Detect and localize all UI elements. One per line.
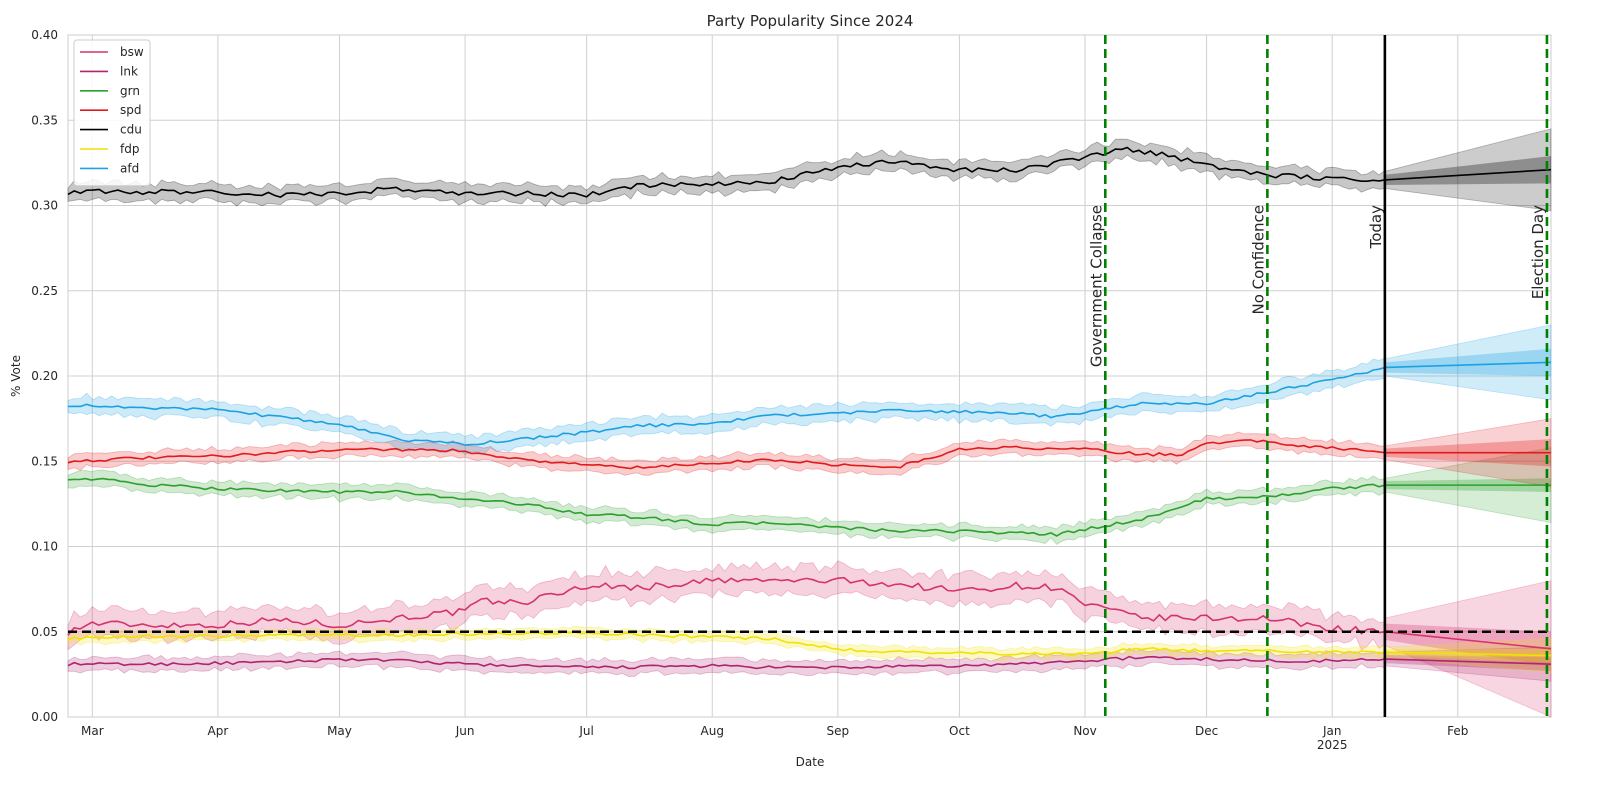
x-tick-label: Nov	[1073, 724, 1096, 738]
event-markers: Government Collapse No Confidence Today Ele…	[68, 35, 1551, 717]
x-tick-sublabel: 2025	[1317, 738, 1348, 752]
y-tick-label: 0.40	[31, 28, 58, 42]
y-tick-label: 0.15	[31, 454, 58, 468]
event-label: Election Day	[1529, 205, 1547, 299]
x-tick-label: Sep	[827, 724, 850, 738]
legend-entry-cdu: cdu	[120, 123, 142, 137]
event-label: Government Collapse	[1087, 205, 1105, 367]
x-tick-label: May	[327, 724, 352, 738]
x-tick-label: Apr	[208, 724, 229, 738]
y-axis-label: % Vote	[9, 355, 23, 397]
forecast-line-bsw	[1384, 630, 1552, 650]
y-tick-label: 0.05	[31, 625, 58, 639]
line-fdp	[67, 631, 1386, 657]
line-bsw	[67, 576, 1386, 636]
forecast-line-cdu	[1384, 168, 1552, 181]
forecast-inner-fdp	[1384, 648, 1551, 663]
legend-entry-lnk: lnk	[120, 64, 138, 78]
line-afd	[67, 366, 1386, 446]
legend-entry-spd: spd	[120, 103, 142, 117]
forecast-line-fdp	[1384, 651, 1552, 657]
legend-entry-bsw: bsw	[120, 45, 144, 59]
grid-layer	[67, 34, 1552, 718]
line-cdu	[67, 146, 1386, 198]
forecast-line-lnk	[1384, 658, 1552, 665]
chart-title: Party Popularity Since 2024	[707, 12, 914, 30]
legend: bsw lnk grn spd cdu fdp afd	[73, 39, 151, 187]
x-tick-label: Jan	[1322, 724, 1342, 738]
tick-labels: 0.00 0.05 0.10 0.15 0.20 0.25 0.30 0.35 0.40 Mar A…	[31, 28, 1468, 752]
y-tick-label: 0.25	[31, 284, 58, 298]
x-tick-label: Dec	[1195, 724, 1218, 738]
legend-entry-fdp: fdp	[120, 142, 139, 156]
y-tick-label: 0.10	[31, 540, 58, 554]
x-tick-label: Feb	[1447, 724, 1468, 738]
legend-entry-grn: grn	[120, 84, 140, 98]
event-label: Today	[1367, 205, 1385, 250]
line-spd	[67, 439, 1386, 470]
x-axis-label: Date	[796, 755, 825, 769]
x-tick-label: Jun	[455, 724, 475, 738]
legend-entry-afd: afd	[120, 161, 139, 175]
line-lnk	[67, 655, 1386, 670]
x-tick-label: Jul	[578, 724, 593, 738]
forecast-line-afd	[1384, 361, 1552, 369]
y-tick-label: 0.30	[31, 199, 58, 213]
x-tick-label: Oct	[949, 724, 970, 738]
y-tick-label: 0.00	[31, 710, 58, 724]
forecast-inner-lnk	[1384, 654, 1551, 671]
series-lines	[67, 146, 1552, 670]
x-tick-label: Aug	[701, 724, 724, 738]
x-tick-label: Mar	[81, 724, 104, 738]
line-grn	[67, 477, 1386, 537]
event-label: No Confidence	[1249, 205, 1267, 315]
y-tick-label: 0.35	[31, 113, 58, 127]
plot-frame	[67, 34, 1552, 718]
y-tick-label: 0.20	[31, 369, 58, 383]
forecast-inner-afd	[1384, 348, 1551, 376]
